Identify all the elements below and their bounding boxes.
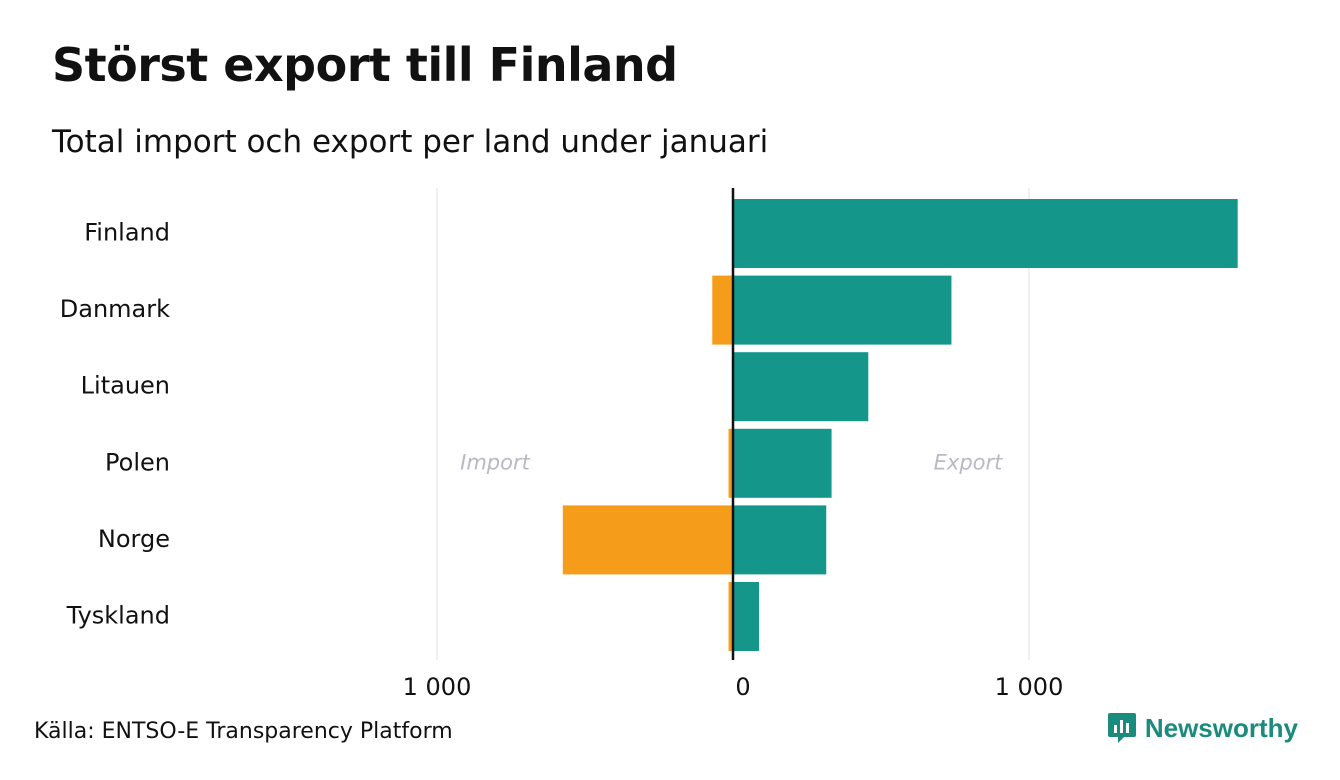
- chart-subtitle: Total import och export per land under j…: [52, 124, 769, 160]
- import-bar-norge: [562, 505, 733, 575]
- import-bar-polen: [728, 428, 733, 498]
- x-tick-label-2: 1 000: [995, 673, 1064, 701]
- category-label-polen: Polen: [105, 448, 170, 476]
- source-note: Källa: ENTSO-E Transparency Platform: [34, 719, 453, 744]
- x-tick-label-0: 1 000: [403, 673, 472, 701]
- export-bar-litauen: [733, 352, 869, 422]
- annotation-import: Import: [460, 450, 530, 474]
- chart-title: Störst export till Finland: [52, 38, 678, 92]
- export-bar-polen: [733, 428, 832, 498]
- category-label-litauen: Litauen: [81, 372, 170, 400]
- brand-logo: Newsworthy: [1107, 711, 1298, 745]
- category-label-norge: Norge: [98, 525, 170, 553]
- import-bar-danmark: [712, 275, 733, 345]
- export-bar-norge: [733, 505, 827, 575]
- category-label-tyskland: Tyskland: [66, 602, 170, 630]
- import-bar-tyskland: [728, 582, 733, 651]
- annotation-export: Export: [934, 450, 1004, 474]
- brand-name: Newsworthy: [1144, 712, 1298, 743]
- x-tick-label-1: 0: [735, 673, 750, 701]
- export-bar-finland: [733, 199, 1238, 268]
- export-bar-danmark: [733, 275, 952, 345]
- export-bar-tyskland: [733, 582, 760, 651]
- category-label-danmark: Danmark: [60, 295, 170, 323]
- newsworthy-logo-icon: [1107, 713, 1136, 743]
- category-label-finland: Finland: [84, 219, 170, 247]
